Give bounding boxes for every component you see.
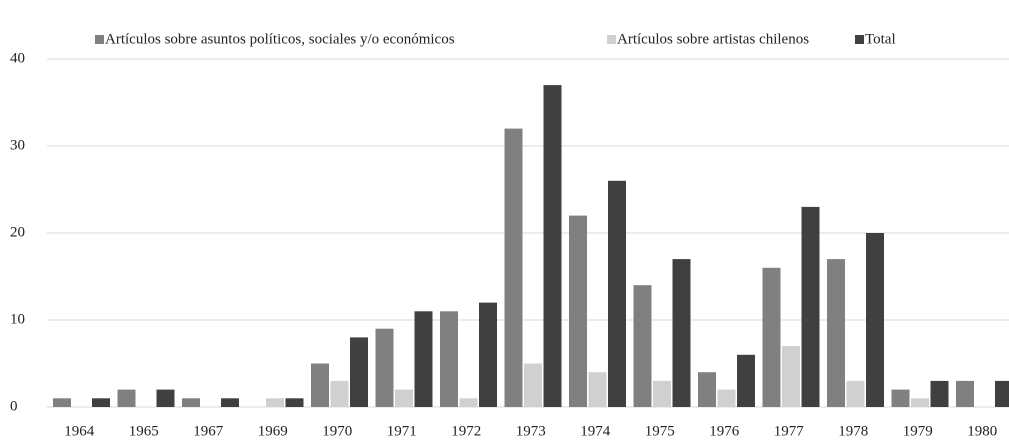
- bar: [737, 354, 755, 407]
- bar: [569, 215, 587, 407]
- bar: [588, 372, 607, 407]
- bar: [698, 372, 716, 407]
- bar: [633, 285, 652, 407]
- bar: [395, 389, 413, 407]
- bar: [717, 389, 736, 407]
- legend-swatch: [855, 35, 864, 44]
- bar: [414, 311, 433, 407]
- bar: [117, 389, 136, 407]
- x-tick-label: 1980: [967, 423, 997, 439]
- bar: [782, 346, 800, 407]
- x-tick-label: 1974: [580, 423, 611, 439]
- x-tick-label: 1979: [903, 423, 933, 439]
- y-tick-label: 30: [10, 137, 25, 153]
- bar: [350, 337, 368, 407]
- x-tick-label: 1972: [451, 423, 481, 439]
- bar: [330, 380, 349, 407]
- y-tick-label: 40: [10, 50, 25, 66]
- y-tick-label: 10: [10, 311, 25, 327]
- bar: [672, 259, 691, 407]
- x-tick-label: 1970: [322, 423, 352, 439]
- bar: [92, 398, 110, 407]
- legend-swatch: [95, 35, 104, 44]
- bar: [762, 267, 781, 407]
- x-tick-label: 1969: [258, 423, 288, 439]
- bar: [479, 302, 497, 407]
- bar: [504, 128, 523, 407]
- bar: [266, 398, 284, 407]
- bar: [827, 259, 845, 407]
- bar: [846, 380, 865, 407]
- x-tick-label: 1977: [774, 423, 805, 439]
- bar: [53, 398, 71, 407]
- legend-label: Total: [865, 31, 896, 47]
- bar: [543, 85, 562, 407]
- bar: [524, 363, 542, 407]
- bar: [956, 380, 974, 407]
- bar: [911, 398, 929, 407]
- bar: [182, 398, 200, 407]
- bar: [608, 180, 626, 407]
- x-tick-label: 1971: [387, 423, 417, 439]
- bar: [375, 328, 394, 407]
- x-tick-label: 1973: [516, 423, 546, 439]
- bar: [995, 380, 1009, 407]
- x-tick-label: 1978: [838, 423, 868, 439]
- y-tick-label: 20: [10, 224, 25, 240]
- bar: [801, 206, 820, 407]
- bar: [156, 389, 175, 407]
- y-tick-label: 0: [10, 398, 18, 414]
- legend-label: Artículos sobre asuntos políticos, socia…: [105, 31, 455, 47]
- legend-swatch: [607, 35, 616, 44]
- bar: [221, 398, 239, 407]
- legend-label: Artículos sobre artistas chilenos: [617, 31, 809, 47]
- x-tick-label: 1964: [64, 423, 95, 439]
- bar: [930, 380, 949, 407]
- x-tick-label: 1975: [645, 423, 675, 439]
- bar: [440, 311, 458, 407]
- bar: [285, 398, 304, 407]
- x-tick-label: 1965: [129, 423, 159, 439]
- x-tick-label: 1967: [193, 423, 224, 439]
- x-tick-label: 1976: [709, 423, 740, 439]
- bar: [866, 233, 884, 407]
- bar: [459, 398, 478, 407]
- bar: [311, 363, 329, 407]
- bar: [891, 389, 910, 407]
- bar: [653, 380, 671, 407]
